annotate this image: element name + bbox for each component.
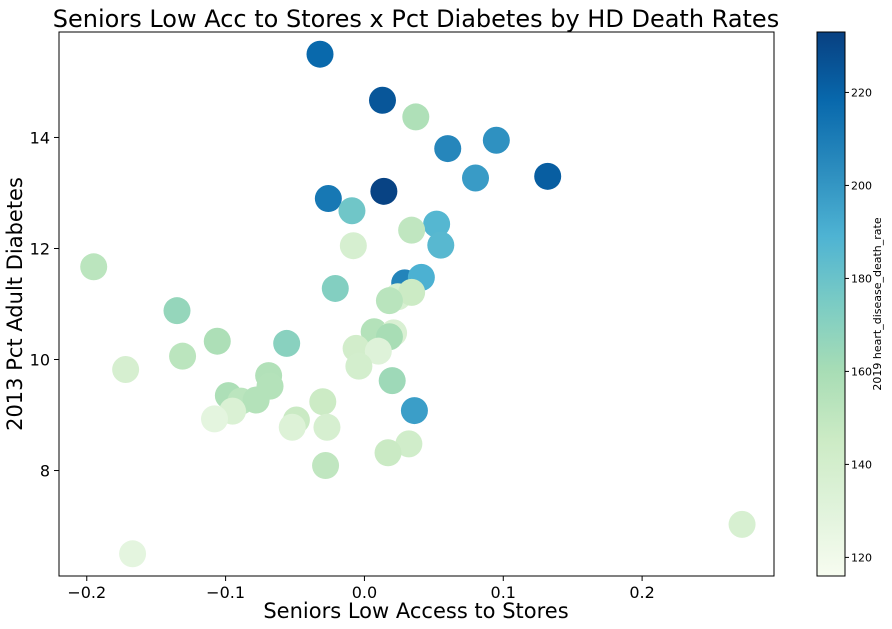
- y-tick-label: 12: [30, 239, 50, 258]
- data-point: [370, 177, 398, 205]
- x-tick-label: 0.0: [352, 583, 377, 602]
- data-point: [395, 430, 423, 458]
- colorbar-gradient: [816, 31, 846, 577]
- x-tick-label: −0.2: [67, 583, 106, 602]
- data-point: [314, 185, 342, 213]
- data-point: [313, 413, 341, 441]
- data-point: [242, 386, 270, 414]
- data-point: [80, 253, 108, 281]
- data-point: [306, 40, 334, 68]
- data-point: [278, 413, 306, 441]
- data-point: [368, 86, 396, 114]
- data-point: [273, 329, 301, 357]
- data-point: [364, 337, 392, 365]
- colorbar-tick-label: 140: [851, 458, 872, 471]
- x-tick-label: 0.2: [629, 583, 654, 602]
- data-point: [200, 405, 228, 433]
- data-point: [434, 135, 462, 163]
- data-point: [534, 162, 562, 190]
- x-tick-label: −0.1: [206, 583, 245, 602]
- colorbar-label: 2019 heart_disease_death_rate: [871, 217, 884, 390]
- data-point: [169, 342, 197, 370]
- data-point: [398, 278, 426, 306]
- data-point: [309, 388, 337, 416]
- data-point: [427, 231, 455, 259]
- data-point: [163, 297, 191, 325]
- data-point: [375, 287, 403, 315]
- data-point: [119, 540, 147, 568]
- data-point: [112, 356, 140, 384]
- y-axis: 8 10 12 14: [30, 128, 59, 481]
- x-axis: −0.2 −0.1 0.0 0.1 0.2: [67, 576, 655, 602]
- y-tick-label: 10: [30, 351, 50, 370]
- colorbar-tick-label: 200: [851, 179, 872, 192]
- colorbar-tick-label: 220: [851, 86, 872, 99]
- data-point: [203, 327, 231, 355]
- data-point: [398, 216, 426, 244]
- y-axis-label: 2013 Pct Adult Diabetes: [3, 177, 27, 431]
- data-point: [402, 103, 430, 131]
- data-point: [728, 510, 756, 538]
- data-point: [312, 452, 340, 480]
- data-point: [338, 197, 366, 225]
- data-point: [423, 210, 451, 238]
- colorbar-tick-label: 120: [851, 551, 872, 564]
- data-point: [339, 232, 367, 260]
- y-tick-label: 14: [30, 128, 50, 147]
- data-point: [321, 274, 349, 302]
- data-point: [378, 367, 406, 395]
- points-layer: [80, 40, 756, 568]
- x-tick-label: 0.1: [491, 583, 516, 602]
- chart-title: Seniors Low Acc to Stores x Pct Diabetes…: [53, 5, 779, 33]
- data-point: [345, 352, 373, 380]
- colorbar-ticks: 120 140 160 180 200 220: [845, 86, 872, 564]
- colorbar-tick-label: 160: [851, 365, 872, 378]
- data-point: [462, 164, 490, 192]
- data-point: [482, 126, 510, 154]
- colorbar: 120 140 160 180 200 220 2019 heart_disease_de…: [816, 31, 884, 577]
- x-axis-label: Seniors Low Access to Stores: [263, 599, 568, 623]
- colorbar-tick-label: 180: [851, 272, 872, 285]
- y-tick-label: 8: [40, 462, 50, 481]
- plot-area: −0.2 −0.1 0.0 0.1 0.2 8 10 12 14: [30, 31, 775, 602]
- data-point: [374, 439, 402, 467]
- data-point: [400, 397, 428, 425]
